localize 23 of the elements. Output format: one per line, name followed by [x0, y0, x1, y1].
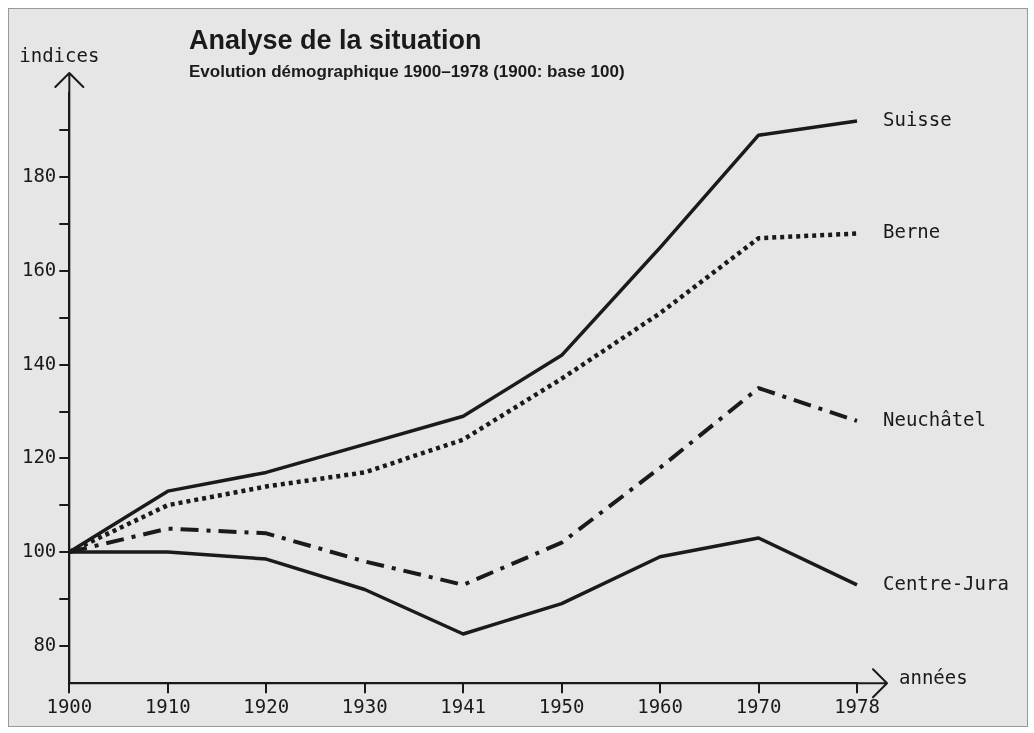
x-tick-label: 1960 [637, 694, 683, 717]
y-tick-label: 180 [21, 164, 57, 187]
x-tick-label: 1920 [243, 694, 290, 717]
chart-title: Analyse de la situation [189, 25, 483, 56]
series-label: Neuchâtel [883, 407, 986, 430]
series-label: Suisse [883, 108, 952, 131]
y-tick-label: 80 [33, 632, 57, 655]
series-label: Centre-Jura [883, 571, 1009, 594]
y-axis-title: indices [19, 44, 100, 67]
x-tick-label: 1930 [341, 694, 388, 717]
y-tick-label: 120 [21, 445, 57, 468]
x-tick-label: 1978 [834, 694, 880, 717]
y-tick-label: 100 [21, 538, 57, 561]
x-axis-title: années [899, 666, 968, 689]
chart-subtitle: Evolution démographique 1900–1978 (1900: base 100) [189, 62, 625, 82]
y-tick-label: 160 [21, 257, 57, 280]
x-tick-label: 1910 [144, 694, 191, 717]
series-label: Berne [883, 220, 941, 243]
y-tick-label: 140 [21, 351, 57, 374]
x-tick-label: 1941 [440, 694, 487, 717]
x-tick-label: 1950 [538, 694, 585, 717]
x-tick-label: 1970 [735, 694, 782, 717]
x-tick-label: 1900 [46, 694, 93, 717]
